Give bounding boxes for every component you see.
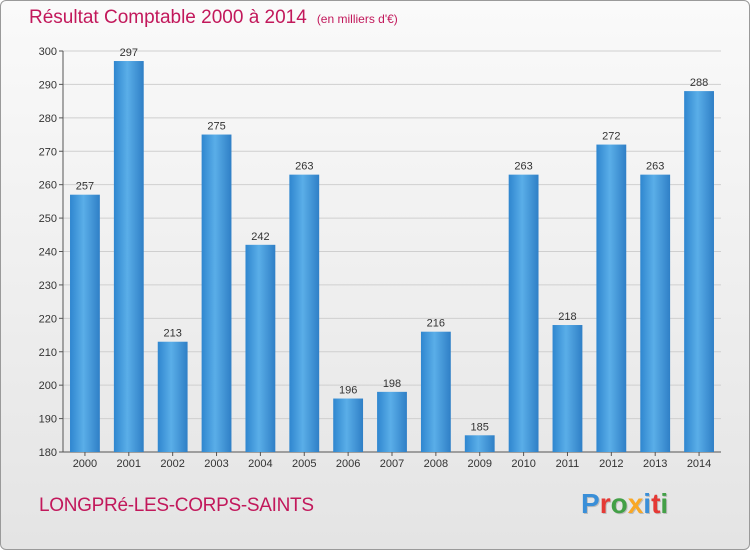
title-row: Résultat Comptable 2000 à 2014 (en millie… [29,7,398,29]
x-tick-label: 2004 [248,458,272,470]
bar [70,194,100,453]
y-tick-label: 260 [39,180,57,192]
bar [333,398,364,452]
x-tick-label: 2012 [599,458,623,470]
x-tick-label: 2006 [336,458,360,470]
x-tick-label: 2011 [556,458,580,470]
bar-value-label: 263 [646,161,664,173]
bar [157,341,188,452]
bar-value-label: 196 [339,385,357,397]
y-tick-label: 190 [39,414,57,426]
chart-subtitle: (en milliers d'€) [316,12,398,26]
bar-value-label: 185 [471,421,489,433]
bar-value-label: 297 [120,47,138,59]
bar-value-label: 272 [602,131,620,143]
logo-letter: P [581,488,600,519]
bar-layer [70,61,714,453]
bar-value-label: 218 [558,311,576,323]
bar-value-label: 263 [514,161,532,173]
x-tick-label: 2013 [643,458,667,470]
chart-title: Résultat Comptable 2000 à 2014 [29,7,307,28]
y-tick-label: 180 [39,447,57,459]
y-tick-label: 230 [39,280,57,292]
bar-value-label: 263 [295,161,313,173]
logo-letter: r [599,488,611,519]
x-tick-label: 2014 [687,458,711,470]
y-tick-label: 240 [39,247,57,259]
label-layer: 257 2000 297 2001 213 2002 275 2003 242 2004 263 20… [73,47,712,470]
bar [289,174,320,452]
x-tick-label: 2003 [204,458,228,470]
y-tick-label: 250 [39,213,57,225]
y-tick-label: 200 [39,380,57,392]
bar [201,134,232,452]
bar-value-label: 242 [251,231,269,243]
proxiti-logo: Proxiti [581,488,668,520]
y-tick-label: 280 [39,113,57,125]
bar [377,391,407,452]
bar [640,174,671,452]
logo-letter: x [627,488,644,519]
bar [596,144,627,453]
y-tick-label: 220 [39,313,57,325]
bar [508,174,539,452]
logo-letter: o [610,488,628,519]
place-name: LONGPRé-LES-CORPS-SAINTS [39,495,314,516]
x-tick-label: 2001 [117,458,141,470]
bar [113,61,144,453]
y-tick-label: 290 [39,79,57,91]
x-tick-label: 2005 [292,458,316,470]
logo-letter: i [643,488,652,519]
logo-letter: i [660,488,669,519]
x-tick-label: 2008 [424,458,448,470]
x-tick-label: 2010 [511,458,535,470]
x-tick-label: 2000 [73,458,97,470]
bar-value-label: 288 [690,77,708,89]
y-tick-label: 210 [39,347,57,359]
x-tick-label: 2009 [467,458,491,470]
y-tick-label: 270 [39,146,57,158]
bar [684,91,714,452]
bar-value-label: 257 [76,181,94,193]
bar-value-label: 198 [383,378,401,390]
bar-value-label: 216 [427,318,445,330]
bar-value-label: 275 [207,121,225,133]
bar-value-label: 213 [163,328,181,340]
logo-letter: t [651,488,661,519]
bar [420,331,451,452]
bar [464,435,495,452]
x-tick-label: 2002 [160,458,184,470]
bar [245,244,276,452]
x-tick-label: 2007 [380,458,404,470]
y-tick-label: 300 [39,46,57,58]
bar [552,325,583,452]
